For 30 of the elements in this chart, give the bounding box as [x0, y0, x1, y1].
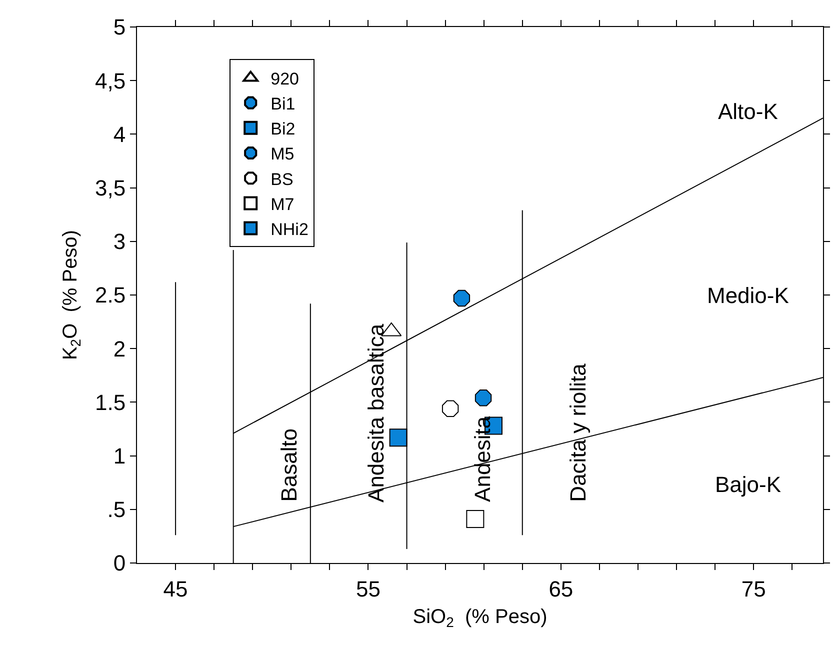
- annotation: Andesita: [470, 416, 495, 502]
- y-tick-label: .5: [107, 497, 126, 522]
- y-tick-label: 4,5: [95, 68, 126, 94]
- y-tick-label: 3: [113, 229, 126, 254]
- legend-label: Bi1: [270, 94, 296, 114]
- annotation: Dacita y riolita: [566, 362, 591, 502]
- legend-label: 920: [270, 69, 299, 88]
- x-axis-title: SiO$_{2}$ (% Peso): [412, 606, 548, 630]
- annotation: Basalto: [276, 428, 302, 502]
- legend-label: NHi2: [270, 220, 308, 239]
- y-tick-label: 3,5: [95, 176, 126, 200]
- annotation: Alto-K: [718, 99, 778, 124]
- x-tick-label: 55: [356, 576, 380, 602]
- legend-label: BS: [270, 170, 294, 189]
- annotation: Bajo-K: [715, 472, 782, 497]
- y-tick-label: 2.5: [95, 282, 126, 308]
- y-tick-label: 2: [113, 336, 126, 362]
- x-tick-label: 65: [548, 576, 574, 602]
- legend-label: M7: [270, 194, 294, 214]
- y-tick-label: 1.5: [95, 390, 126, 415]
- legend-label: Bi2: [270, 120, 296, 139]
- annotation: Medio-K: [707, 283, 790, 308]
- y-tick-label: 0: [113, 550, 126, 576]
- x-tick-label: 45: [163, 576, 188, 602]
- legend-label: M5: [270, 144, 294, 164]
- y-tick-label: 4: [113, 122, 126, 147]
- annotation: Andesita basaltica: [363, 323, 388, 502]
- y-tick-label: 1: [113, 444, 126, 468]
- x-tick-label: 75: [741, 576, 766, 602]
- y-tick-label: 5: [113, 14, 126, 40]
